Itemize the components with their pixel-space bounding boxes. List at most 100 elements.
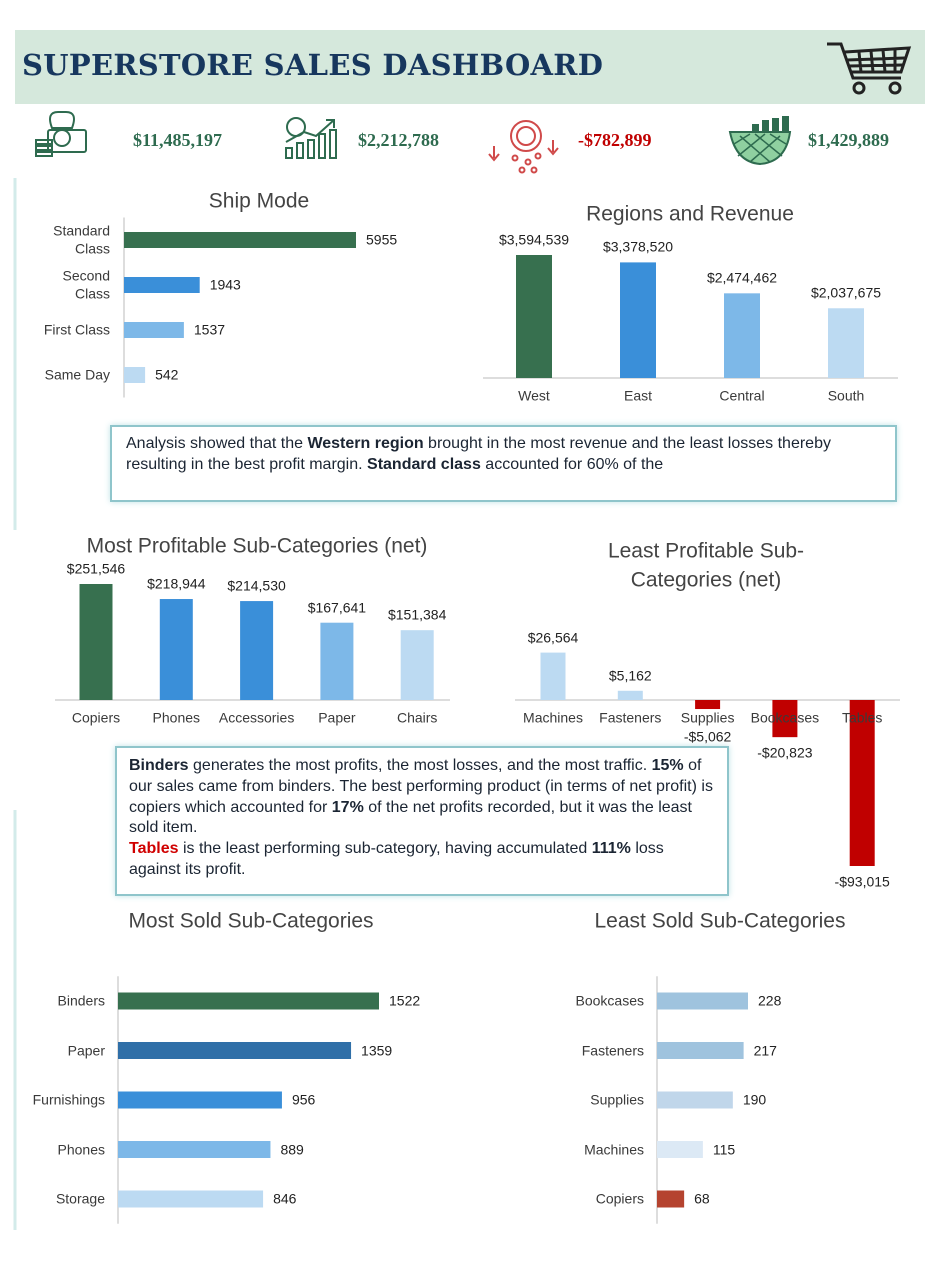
bar: [657, 992, 748, 1010]
category-label: Phones: [57, 1140, 105, 1157]
note-text: Standard class: [367, 455, 481, 473]
chart-title: Most Profitable Sub-Categories (net): [86, 534, 428, 558]
value-label: $151,384: [387, 606, 447, 623]
note-paragraph: Analysis showed that the Western region …: [126, 434, 881, 476]
value-label: 68: [694, 1190, 710, 1207]
value-label: $26,564: [527, 628, 579, 645]
bar: [657, 1091, 733, 1109]
bar: [620, 262, 656, 378]
insight-note: Analysis showed that the Western region …: [110, 425, 897, 502]
category-label: Central: [719, 387, 765, 404]
money-icon: [35, 111, 87, 157]
bar: [124, 277, 200, 293]
category-label: Tables: [841, 709, 883, 726]
value-label: 1359: [361, 1041, 393, 1058]
category-label: Machines: [584, 1140, 644, 1157]
value-label: $167,641: [307, 598, 367, 615]
bar: [828, 308, 864, 378]
category-label: Bookcases: [575, 992, 644, 1009]
bar: [724, 293, 760, 378]
value-label: 1943: [209, 276, 241, 293]
category-label: Second Class: [62, 267, 110, 302]
bar: [400, 630, 434, 700]
bar: [124, 322, 184, 338]
value-label: $214,530: [227, 577, 286, 594]
bar: [695, 700, 721, 710]
note-paragraph: Tables is the least performing sub-categ…: [129, 839, 715, 881]
value-label: 1522: [389, 992, 421, 1009]
insight-note: Binders generates the most profits, the …: [115, 746, 729, 896]
note-text: loss against its profit.: [129, 840, 664, 878]
category-label: Accessories: [218, 709, 295, 726]
bar: [516, 255, 552, 378]
note-text: Western region: [307, 435, 424, 452]
value-label: 217: [753, 1041, 777, 1058]
bar: [124, 232, 356, 248]
bar: [159, 599, 193, 700]
bar: [617, 690, 643, 700]
bar: [657, 1141, 703, 1158]
header-band: SUPERSTORE SALES DASHBOARD: [15, 30, 925, 104]
bar: [657, 1190, 685, 1208]
note-text: Binders: [129, 757, 189, 774]
category-label: Chairs: [396, 709, 438, 726]
bar: [79, 584, 113, 700]
category-label: Paper: [318, 709, 356, 726]
value-label: 228: [758, 992, 782, 1009]
value-label: $3,378,520: [602, 238, 674, 255]
value-label: $2,037,675: [810, 284, 882, 301]
category-label: Binders: [57, 992, 105, 1009]
note-paragraph: Binders generates the most profits, the …: [129, 756, 715, 839]
category-label: Fasteners: [581, 1041, 644, 1058]
value-label: $5,162: [608, 667, 652, 684]
bar: [772, 700, 798, 738]
category-label: Furnishings: [32, 1091, 105, 1108]
value-label: $2,474,462: [706, 269, 778, 286]
bar: [540, 652, 566, 700]
value-label: 542: [155, 366, 179, 383]
note-text: 17%: [331, 798, 364, 816]
value-label: 956: [291, 1091, 316, 1108]
value-label: 190: [742, 1091, 767, 1108]
chart-title: Most Sold Sub-Categories: [128, 909, 374, 933]
value-label: 1537: [193, 321, 226, 338]
value-label: -$20,823: [757, 744, 813, 761]
category-label: Storage: [55, 1190, 105, 1207]
category-label: Phones: [152, 709, 201, 726]
category-label: East: [623, 387, 653, 404]
value-label: 846: [273, 1190, 297, 1207]
basket-icon: [728, 116, 792, 166]
category-label: Same Day: [44, 366, 110, 383]
value-label: $251,546: [66, 560, 126, 577]
category-label: Supplies: [680, 709, 735, 726]
chart-title: Regions and Revenue: [586, 202, 794, 226]
category-label: West: [518, 387, 550, 404]
kpi-value: $2,212,788: [358, 130, 439, 150]
value-label: 5955: [366, 231, 398, 248]
note-text: Tables: [129, 840, 179, 858]
category-label: Supplies: [590, 1091, 644, 1108]
value-label: $218,944: [147, 575, 206, 592]
bar: [118, 1091, 282, 1109]
chart-title: Least Sold Sub-Categories: [594, 909, 846, 933]
category-label: Paper: [67, 1041, 105, 1058]
kpi-value: $11,485,197: [133, 130, 223, 150]
category-label: Machines: [523, 709, 583, 726]
note-text: is the least performing sub-category, ha…: [178, 840, 592, 858]
bar: [657, 1042, 744, 1059]
bar: [240, 601, 274, 700]
note-text: brought in the most revenue and the leas…: [126, 435, 831, 473]
kpi-value: -$782,899: [578, 130, 652, 150]
loss-icon: [488, 120, 559, 174]
note-text: generates the most profits, the most los…: [188, 757, 652, 774]
chart-title: Ship Mode: [208, 189, 310, 213]
dashboard-title: SUPERSTORE SALES DASHBOARD: [22, 48, 604, 82]
bar: [118, 1190, 264, 1208]
category-label: Bookcases: [750, 709, 820, 726]
note-text: 15%: [651, 757, 684, 774]
bar: [118, 992, 379, 1010]
category-label: South: [827, 387, 865, 404]
value-label: 889: [280, 1140, 304, 1157]
chart-title: Least Profitable Sub-Categories (net): [607, 539, 805, 592]
